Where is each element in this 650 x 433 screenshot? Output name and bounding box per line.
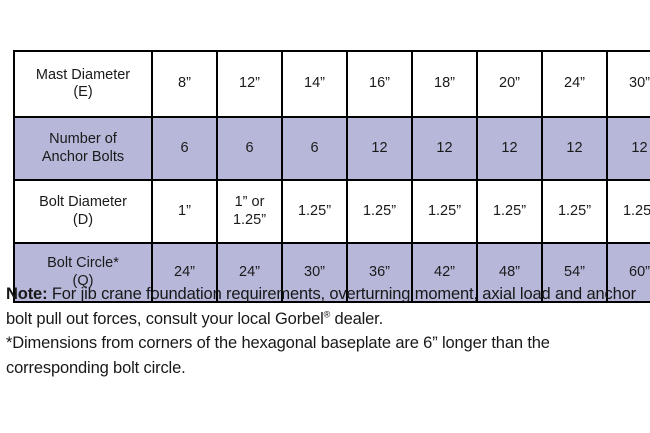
cell-anchor-bolts-8: 12 [606, 116, 650, 181]
cell-bolt-diameter-2: 1” or 1.25” [216, 179, 283, 244]
row-header-line-1: Number of [49, 131, 117, 148]
cell-bolt-circle-8: 60” [606, 242, 650, 303]
cell-bolt-circle-1: 24” [151, 242, 218, 303]
cell-mast-diameter-7: 24” [541, 50, 608, 118]
cell-mast-diameter-3: 14” [281, 50, 348, 118]
cell-bolt-circle-2: 24” [216, 242, 283, 303]
row-header-line-2: (Q) [72, 272, 94, 289]
cell-anchor-bolts-7: 12 [541, 116, 608, 181]
note-paragraph: Note: For jib crane foundation requireme… [6, 282, 646, 331]
cell-anchor-bolts-6: 12 [476, 116, 543, 181]
cell-bolt-diameter-1: 1” [151, 179, 218, 244]
anchor-bolt-table-container: Mast Diameter (E) 8” 12” 14” 16” 18” 20”… [13, 50, 650, 303]
cell-bolt-diameter-3: 1.25” [281, 179, 348, 244]
table-row-mast-diameter: Mast Diameter (E) 8” 12” 14” 16” 18” 20”… [13, 50, 650, 118]
cell-anchor-bolts-2: 6 [216, 116, 283, 181]
footnote-paragraph: *Dimensions from corners of the hexagona… [6, 334, 550, 377]
row-header-line-2: Anchor Bolts [41, 148, 125, 165]
table-row-bolt-diameter: Bolt Diameter (D) 1” 1” or 1.25” 1.25” 1.… [13, 179, 650, 244]
row-header-line-2: (D) [72, 211, 94, 228]
cell-mast-diameter-1: 8” [151, 50, 218, 118]
row-header-line-1: Bolt Diameter [39, 194, 127, 211]
cell-anchor-bolts-4: 12 [346, 116, 413, 181]
table-row-bolt-circle: Bolt Circle* (Q) 24” 24” 30” 36” 42” 48”… [13, 242, 650, 303]
registered-trademark-icon: ® [323, 309, 331, 319]
note-body-tail: dealer. [330, 309, 384, 328]
cell-bolt-circle-5: 42” [411, 242, 478, 303]
row-header-bolt-circle: Bolt Circle* (Q) [13, 242, 153, 303]
row-header-bolt-diameter: Bolt Diameter (D) [13, 179, 153, 244]
cell-anchor-bolts-5: 12 [411, 116, 478, 181]
anchor-bolt-specification-table: Mast Diameter (E) 8” 12” 14” 16” 18” 20”… [13, 50, 650, 303]
row-header-line-2: (E) [73, 84, 93, 100]
table-row-number-of-anchor-bolts: Number of Anchor Bolts 6 6 6 12 12 12 12… [13, 116, 650, 181]
cell-bolt-circle-6: 48” [476, 242, 543, 303]
row-header-line-1: Bolt Circle* [47, 255, 119, 272]
cell-bolt-diameter-6: 1.25” [476, 179, 543, 244]
note-label: Note: [6, 285, 48, 303]
cell-mast-diameter-8: 30” [606, 50, 650, 118]
row-header-mast-diameter: Mast Diameter (E) [13, 50, 153, 118]
cell-bolt-diameter-8: 1.25” [606, 179, 650, 244]
cell-mast-diameter-2: 12” [216, 50, 283, 118]
notes-section: Note: For jib crane foundation requireme… [6, 282, 646, 380]
cell-mast-diameter-6: 20” [476, 50, 543, 118]
cell-mast-diameter-5: 18” [411, 50, 478, 118]
note-body: For jib crane foundation requirements, o… [6, 285, 637, 328]
cell-bolt-diameter-4: 1.25” [346, 179, 413, 244]
cell-bolt-circle-4: 36” [346, 242, 413, 303]
cell-bolt-circle-7: 54” [541, 242, 608, 303]
row-header-line-1: Mast Diameter [35, 66, 131, 83]
cell-anchor-bolts-3: 6 [281, 116, 348, 181]
cell-bolt-diameter-5: 1.25” [411, 179, 478, 244]
row-header-number-of-anchor-bolts: Number of Anchor Bolts [13, 116, 153, 181]
cell-mast-diameter-4: 16” [346, 50, 413, 118]
cell-bolt-diameter-7: 1.25” [541, 179, 608, 244]
cell-anchor-bolts-1: 6 [151, 116, 218, 181]
table-body: Mast Diameter (E) 8” 12” 14” 16” 18” 20”… [13, 50, 650, 303]
cell-bolt-circle-3: 30” [281, 242, 348, 303]
